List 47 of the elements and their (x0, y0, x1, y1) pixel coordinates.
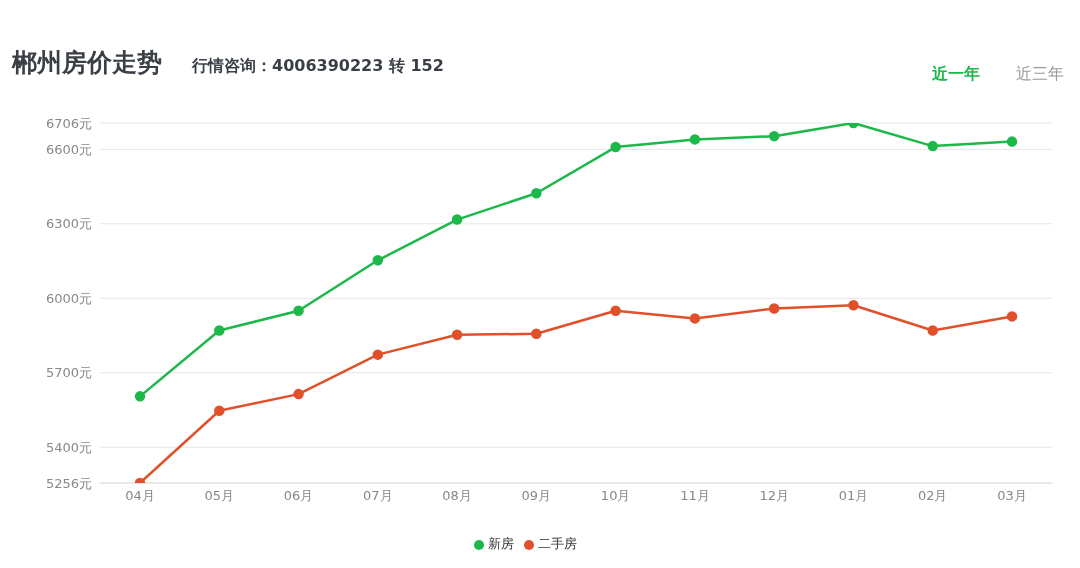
point (848, 299, 859, 311)
point (768, 303, 780, 314)
point (372, 255, 384, 266)
text: 近一年 (932, 64, 980, 85)
chart-title: 郴州房价走势 (12, 47, 162, 79)
x-tick-label: 11月 (680, 488, 710, 504)
point (214, 405, 225, 416)
x-tick-label: 02月 (917, 488, 948, 504)
point (689, 134, 701, 145)
point (531, 188, 542, 199)
point (768, 130, 780, 142)
point (293, 305, 304, 316)
point (451, 329, 463, 341)
x-tick-label: 09月 (521, 488, 552, 504)
point (214, 325, 225, 336)
chart-subtitle: 行情咨询：4006390223 转 152 (192, 56, 444, 77)
x-tick-label: 05月 (204, 488, 235, 504)
y-tick-label: 6000元 (45, 290, 92, 306)
x-tick-label: 10月 (600, 488, 631, 504)
point (927, 325, 938, 336)
legend-label: 二手房 (537, 536, 577, 551)
y-tick-label: 6600元 (45, 141, 92, 157)
x-tick-label: 03月 (997, 488, 1027, 504)
point (610, 141, 621, 153)
x-tick-label: 04月 (125, 488, 155, 504)
y-tick-label: 5700元 (45, 365, 92, 381)
point (372, 349, 384, 360)
point (1006, 136, 1018, 147)
point (134, 391, 146, 402)
x-tick-label: 01月 (838, 488, 869, 504)
y-tick-label: 5400元 (45, 439, 92, 455)
x-tick-label: 08月 (442, 488, 472, 504)
legend-label: 新房 (487, 536, 514, 551)
point (927, 140, 938, 152)
point (531, 328, 542, 340)
point (451, 214, 463, 225)
y-tick-label: 5256元 (45, 475, 92, 491)
y-tick-label: 6300元 (45, 216, 92, 232)
x-tick-label: 07月 (363, 488, 393, 504)
text: 近三年 (1016, 64, 1064, 85)
y-tick-label: 6706元 (45, 115, 92, 131)
point (610, 305, 621, 316)
point (689, 313, 701, 324)
x-tick-label: 06月 (283, 488, 314, 504)
point (293, 388, 304, 400)
point (1006, 311, 1018, 322)
x-tick-label: 12月 (759, 488, 789, 504)
